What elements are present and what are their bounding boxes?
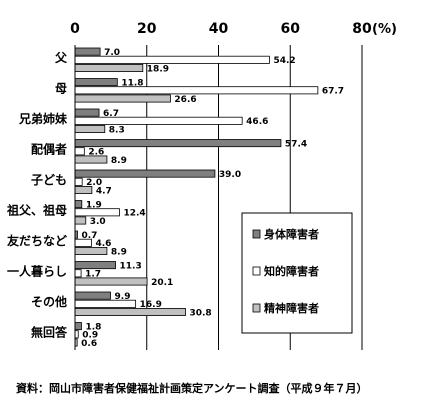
value-label: 1.9 xyxy=(86,201,102,211)
category-label: 一人暮らし xyxy=(7,264,67,279)
bar xyxy=(74,177,83,186)
x-tick-label: 60 xyxy=(281,21,301,37)
x-tick-label: 80 xyxy=(352,21,372,37)
value-label: 1.8 xyxy=(85,323,101,333)
value-label: 18.9 xyxy=(147,64,169,74)
bar xyxy=(74,147,85,156)
value-label: 26.6 xyxy=(174,95,196,105)
legend-label: 精神障害者 xyxy=(264,301,319,315)
value-label: 57.4 xyxy=(285,140,307,150)
value-label: 0.6 xyxy=(81,339,97,349)
legend-label: 身体障害者 xyxy=(264,227,319,241)
bar xyxy=(74,269,82,278)
category-label: 子ども xyxy=(31,173,67,187)
category-label: 父 xyxy=(54,51,68,65)
value-label: 11.3 xyxy=(120,262,142,272)
value-label: 30.8 xyxy=(189,308,211,318)
value-label: 3.0 xyxy=(90,217,106,227)
bar xyxy=(74,261,116,270)
bar xyxy=(74,291,111,300)
value-label: 20.1 xyxy=(151,278,173,288)
value-label: 2.0 xyxy=(86,178,102,188)
value-label: 16.9 xyxy=(140,300,162,310)
value-label: 7.0 xyxy=(104,48,120,58)
value-label: 1.7 xyxy=(85,270,101,280)
bar xyxy=(74,108,100,117)
value-label: 11.8 xyxy=(121,79,143,89)
legend-swatch xyxy=(252,266,261,276)
bar xyxy=(74,125,106,134)
bar xyxy=(74,169,216,178)
value-label: 9.9 xyxy=(115,292,131,302)
bar xyxy=(74,78,118,87)
bar xyxy=(74,116,243,125)
value-label: 67.7 xyxy=(322,87,344,97)
bar xyxy=(74,200,83,209)
x-tick-label: 0 xyxy=(70,21,80,37)
bar xyxy=(74,64,144,73)
value-label: 6.7 xyxy=(103,109,119,119)
value-label: 0.7 xyxy=(82,231,98,241)
legend-swatch xyxy=(252,303,261,313)
value-label: 8.3 xyxy=(109,125,125,135)
x-tick-label: 40 xyxy=(209,21,229,37)
bar xyxy=(74,94,171,103)
category-label: 無回答 xyxy=(31,325,68,340)
value-label: 4.6 xyxy=(96,239,112,249)
bar xyxy=(74,139,282,148)
legend-swatch xyxy=(252,229,261,239)
value-label: 4.7 xyxy=(96,186,112,196)
x-axis-ticks: 0 20 40 60 80 xyxy=(70,21,372,37)
category-label: 母 xyxy=(55,82,67,96)
grid-lines xyxy=(146,45,363,350)
category-label: その他 xyxy=(31,294,67,309)
unit-label: (%) xyxy=(372,22,397,37)
value-label: 46.6 xyxy=(246,117,268,127)
category-label: 友だちなど xyxy=(6,233,67,248)
category-label: 兄弟姉妹 xyxy=(18,111,68,126)
category-label: 祖父、祖母 xyxy=(6,203,67,218)
value-label: 2.6 xyxy=(88,148,104,158)
bar xyxy=(74,307,186,316)
x-tick-label: 20 xyxy=(137,21,157,37)
source-note: 資料：岡山市障害者保健福祉計画策定アンケート調査（平成９年７月） xyxy=(16,382,368,395)
value-label: 0.9 xyxy=(82,331,98,341)
legend-label: 知的障害者 xyxy=(263,264,319,278)
bar xyxy=(74,322,82,331)
value-label: 8.9 xyxy=(111,156,127,166)
bar xyxy=(74,216,87,225)
value-label: 54.2 xyxy=(273,56,295,66)
value-label: 12.4 xyxy=(123,209,145,219)
bar xyxy=(74,47,101,56)
value-labels: 7.0 54.2 18.9 11.8 67.7 26.6 6.7 46.6 8.3 57.4 2.6… xyxy=(81,48,344,349)
value-label: 39.0 xyxy=(219,170,241,180)
value-label: 8.9 xyxy=(111,247,127,257)
bar xyxy=(74,86,319,95)
category-label: 配偶者 xyxy=(31,142,67,157)
